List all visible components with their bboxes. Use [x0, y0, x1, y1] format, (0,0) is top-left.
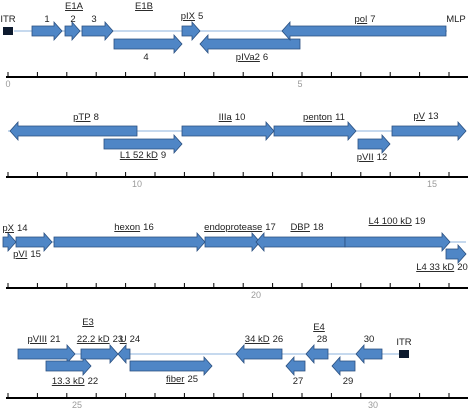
gene-arrow	[53, 231, 206, 253]
gene-label: E3	[82, 317, 94, 328]
gene-arrow	[285, 355, 306, 377]
gene-label: IIIa 10	[219, 112, 246, 123]
gene-arrow	[17, 343, 76, 365]
gene-arrow	[129, 355, 213, 377]
gene-label: pol 7	[355, 14, 376, 25]
gene-arrow	[117, 343, 131, 365]
gene-arrow	[273, 120, 357, 142]
gene-label: endoprotease 17	[204, 222, 276, 233]
gene-arrow	[64, 20, 81, 42]
scale-label: 15	[427, 179, 437, 189]
gene-arrow	[331, 355, 356, 377]
gene-label: hexon 16	[114, 222, 153, 233]
gene-arrow	[344, 231, 451, 253]
gene-label: pIVa2 6	[236, 52, 268, 63]
gene-arrow	[2, 231, 17, 253]
scale-label: 0	[5, 79, 10, 89]
scale-label: 25	[72, 400, 82, 410]
gene-arrow	[181, 120, 275, 142]
gene-label: L4 33 kD 20	[416, 262, 468, 273]
itr-label: ITR	[0, 14, 15, 25]
gene-arrow	[445, 243, 467, 265]
gene-label: 2	[70, 14, 75, 25]
gene-arrow	[15, 231, 53, 253]
itr-label: ITR	[396, 337, 411, 348]
gene-arrow	[281, 20, 447, 42]
row-1: 0 5 ITR 1 E1A 2 3 E1B 4 pIX 5 pIVa2 6 pol 7 MLP	[0, 1, 468, 89]
gene-arrow	[235, 343, 283, 365]
gene-label: L1 52 kD 9	[120, 150, 166, 161]
gene-arrow	[45, 355, 92, 377]
gene-label: 29	[343, 376, 354, 387]
gene-arrow	[255, 231, 346, 253]
scale-label: 5	[297, 79, 302, 89]
gene-label: E1B	[135, 1, 153, 12]
gene-label: pVIII 21	[27, 334, 60, 345]
itr-box	[399, 350, 409, 358]
gene-arrow	[31, 20, 63, 42]
gene-arrow	[204, 231, 261, 253]
gene-label: 28	[317, 334, 328, 345]
gene-label: penton 11	[303, 112, 345, 123]
gene-label: U 24	[120, 334, 140, 345]
gene-label: MLP	[446, 14, 466, 25]
gene-arrow	[357, 133, 391, 155]
gene-label: E4	[313, 322, 325, 333]
gene-label: pV 13	[413, 111, 438, 122]
gene-label: 34 kD 26	[245, 334, 283, 345]
gene-label: pIX 5	[181, 11, 204, 22]
scale-label: 30	[368, 400, 378, 410]
gene-label: 22.2 kD 23	[77, 334, 123, 345]
gene-label: pX 14	[2, 223, 27, 234]
gene-label: 30	[364, 334, 375, 345]
gene-label: fiber 25	[166, 374, 198, 385]
gene-label: E1A	[65, 1, 84, 12]
gene-arrow	[103, 133, 183, 155]
gene-arrow	[113, 33, 183, 55]
gene-label: DBP 18	[290, 222, 323, 233]
row-4: 25 30 ITR pVIII 21 13.3 kD 22 E3 22.2 kD 23U 24 fib…	[6, 317, 468, 410]
gene-arrow	[81, 20, 114, 42]
gene-arrow	[305, 343, 329, 365]
scale-label: 20	[251, 290, 261, 300]
gene-label: pVII 12	[357, 152, 387, 163]
gene-arrow	[9, 120, 138, 142]
gene-arrow	[391, 120, 467, 142]
gene-arrow	[355, 343, 383, 365]
gene-label: pVI 15	[13, 249, 41, 260]
row-3: 20 pX 14 pVI 15 hexon 16 endoprotease 17 DBP 18 L4 …	[2, 216, 468, 300]
gene-label: 13.3 kD 22	[52, 376, 98, 387]
gene-arrow	[181, 20, 201, 42]
gene-arrow	[199, 33, 301, 55]
gene-label: 4	[143, 52, 148, 63]
gene-label: 3	[91, 14, 96, 25]
gene-label: pTP 8	[73, 112, 99, 123]
gene-label: 1	[44, 14, 49, 25]
itr-box	[3, 27, 13, 35]
scale-label: 10	[132, 179, 142, 189]
gene-label: 27	[293, 376, 304, 387]
gene-label: L4 100 kD 19	[369, 216, 426, 227]
gene-arrow	[80, 343, 119, 365]
row-2: 10 15 pTP 8 L1 52 kD 9 IIIa 10 penton 11 pVII 12 pV 1…	[6, 111, 468, 189]
